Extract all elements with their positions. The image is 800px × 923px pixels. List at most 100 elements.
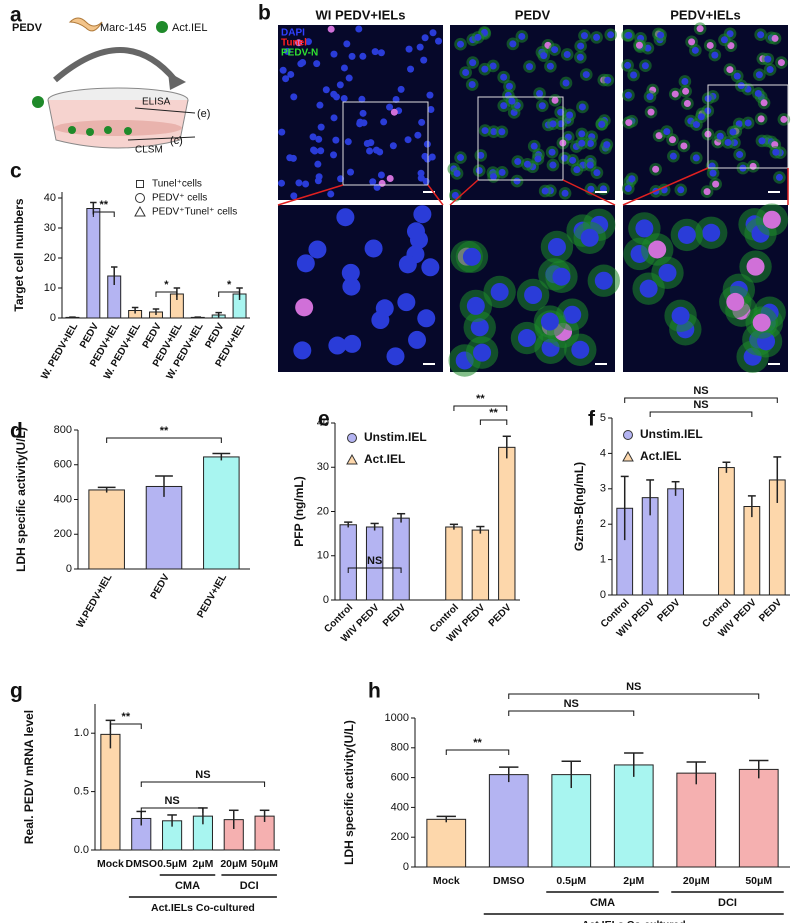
nucleus	[578, 139, 586, 147]
legend-marker	[622, 450, 634, 462]
significance-label: NS	[693, 385, 708, 397]
nucleus	[711, 51, 719, 59]
nucleus	[359, 109, 367, 117]
nucleus	[308, 240, 327, 259]
nucleus	[549, 161, 557, 169]
legend-marker	[134, 205, 146, 217]
nucleus	[523, 160, 531, 168]
zoom-line	[562, 179, 616, 206]
nucleus	[547, 237, 566, 256]
panel-label: e	[318, 408, 330, 431]
nucleus	[340, 64, 348, 72]
nucleus	[336, 81, 344, 89]
nucleus	[462, 69, 470, 77]
zoom-box	[342, 101, 429, 186]
nucleus	[518, 32, 526, 40]
nucleus	[343, 40, 351, 48]
legend-label: PEDV⁺ cells	[152, 193, 207, 204]
x-tick-label: PEDV	[149, 572, 172, 601]
nucleus	[397, 85, 405, 93]
significance-bracket	[106, 437, 222, 443]
bar	[392, 517, 410, 601]
zoom-line	[427, 184, 444, 206]
nucleus	[304, 38, 312, 46]
nucleus	[624, 185, 632, 193]
stain-label: PEDV-N	[281, 48, 318, 59]
significance-bracket	[109, 723, 142, 729]
nucleus	[736, 151, 744, 159]
nucleus	[604, 76, 612, 84]
nucleus	[421, 34, 429, 42]
nucleus	[758, 137, 766, 145]
group-title: Act.IELs Co-cultured	[582, 919, 686, 923]
nucleus	[295, 179, 303, 187]
legend-marker	[623, 430, 633, 440]
pointer	[134, 107, 196, 114]
nucleus	[780, 115, 788, 123]
nucleus	[628, 175, 636, 183]
nucleus	[599, 185, 607, 193]
significance-label: **	[99, 199, 108, 211]
nucleus	[475, 167, 483, 175]
nucleus	[337, 175, 345, 183]
nucleus	[371, 48, 379, 56]
significance-bracket	[140, 807, 204, 813]
significance-label: NS	[626, 681, 641, 693]
panel-label: a	[10, 4, 22, 27]
nucleus	[652, 165, 660, 173]
nucleus	[749, 162, 757, 170]
iel-icon	[32, 96, 44, 108]
nucleus	[332, 93, 340, 101]
y-axis-label: Gzms-B(ng/mL)	[572, 462, 586, 551]
significance-label: **	[160, 425, 169, 437]
nucleus	[366, 147, 374, 155]
x-tick-label: DMSO	[493, 875, 525, 887]
y-axis-label: LDH specific activity(U/L)	[342, 720, 356, 865]
nucleus	[407, 65, 415, 73]
y-tick-label: 10	[44, 282, 56, 294]
x-tick-label: 50μM	[745, 875, 772, 887]
nucleus	[625, 119, 633, 127]
nucleus	[481, 127, 489, 135]
nucleus	[373, 183, 381, 191]
nucleus	[343, 334, 362, 353]
bar	[471, 529, 490, 601]
x-tick-label: W. PEDV+IEL	[39, 321, 80, 381]
nucleus	[328, 336, 347, 355]
y-tick-label: 1	[600, 554, 606, 566]
nucleus	[772, 148, 780, 156]
nucleus	[481, 65, 489, 73]
nucleus	[562, 79, 570, 87]
nucleus	[706, 41, 714, 49]
nucleus	[469, 59, 477, 67]
nucleus	[720, 36, 728, 44]
x-tick-label: PEDV	[757, 597, 784, 624]
y-tick-label: 0	[66, 563, 72, 575]
nucleus	[314, 160, 322, 168]
bar	[426, 818, 467, 868]
nucleus	[457, 40, 465, 48]
nucleus	[607, 31, 615, 39]
bar	[738, 768, 779, 868]
significance-label: *	[164, 279, 169, 291]
nucleus	[289, 154, 297, 162]
nucleus	[490, 282, 509, 301]
nucleus	[490, 128, 498, 136]
x-tick-label: 2μM	[623, 875, 644, 887]
nucleus	[578, 103, 586, 111]
arrow-head	[168, 72, 186, 90]
legend-marker	[136, 180, 144, 188]
nucleus	[413, 205, 432, 224]
nucleus	[648, 240, 667, 259]
bar	[88, 489, 125, 570]
nucleus	[498, 168, 506, 176]
nucleus	[746, 257, 765, 276]
x-tick-label: Mock	[433, 875, 460, 887]
significance-label: NS	[195, 769, 210, 781]
label: (e)	[197, 108, 210, 120]
nucleus	[576, 53, 584, 61]
y-tick-label: 1000	[385, 712, 409, 724]
nucleus	[762, 210, 781, 229]
bar	[488, 774, 529, 868]
nucleus	[726, 66, 734, 74]
